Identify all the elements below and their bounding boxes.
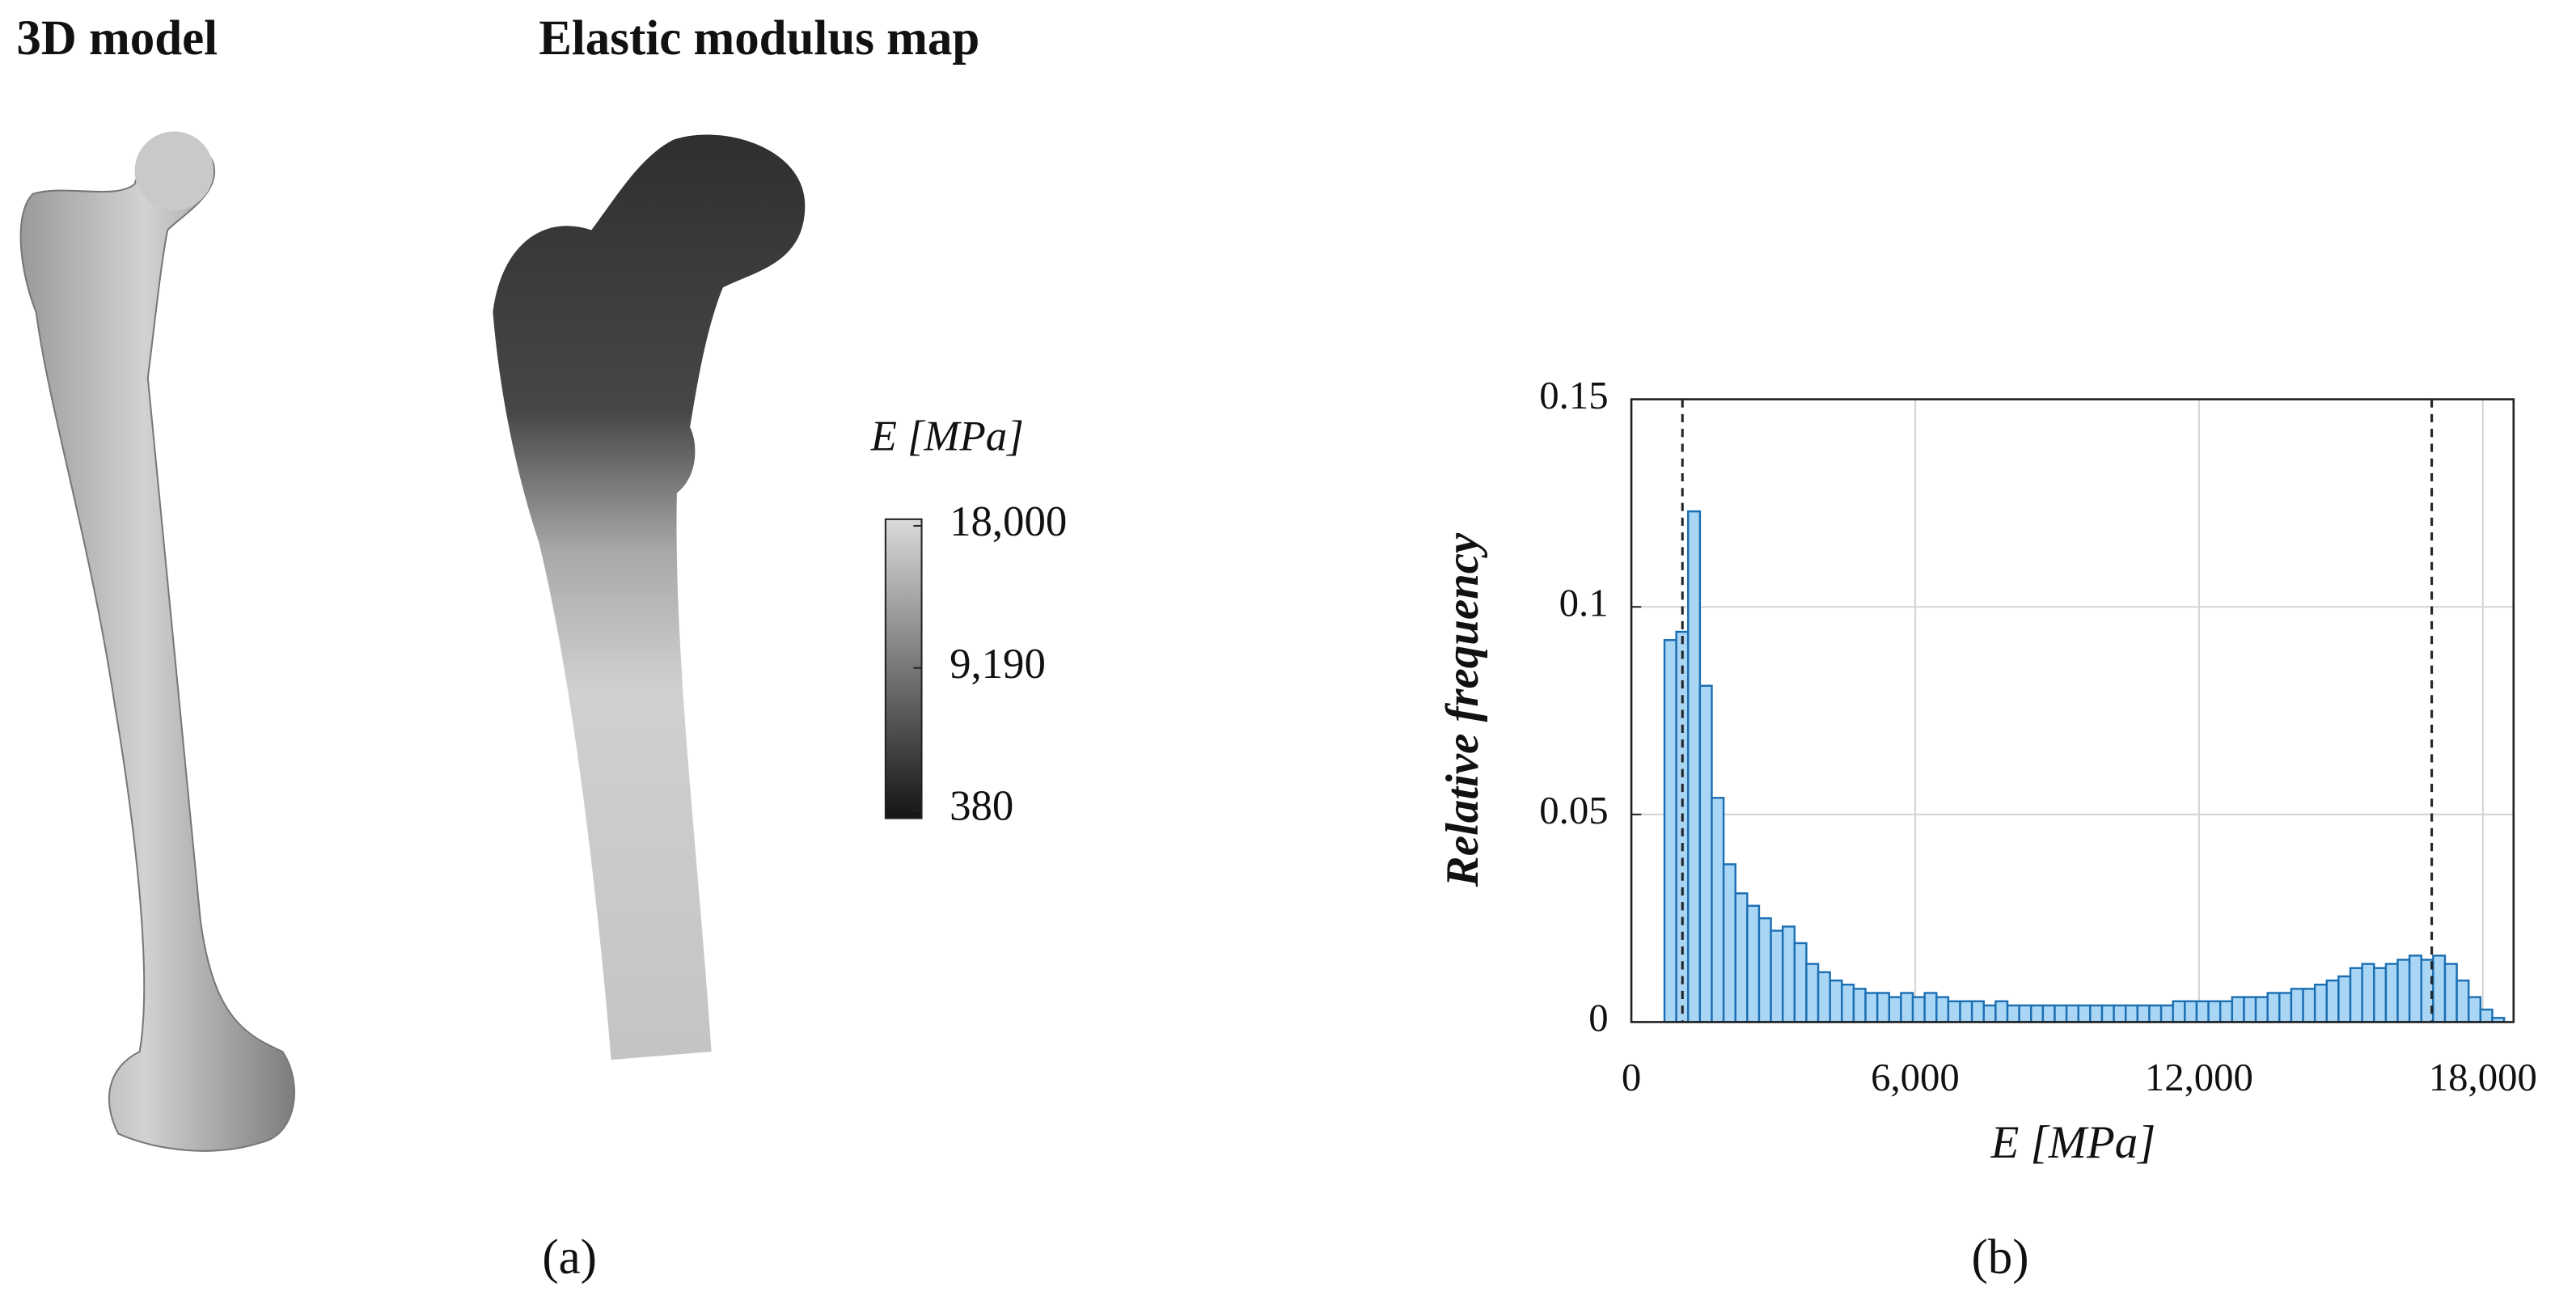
bar	[2030, 1004, 2045, 1023]
bar	[2172, 1000, 2186, 1023]
bar	[1781, 925, 1796, 1023]
bar	[2443, 963, 2458, 1023]
bar	[1947, 1000, 1961, 1023]
plot-frame	[1630, 398, 2515, 1023]
bar	[2396, 959, 2411, 1023]
bar	[2100, 1004, 2115, 1023]
x-tick-label: 18,000	[2429, 1056, 2537, 1099]
bar	[1888, 996, 1902, 1023]
colorbar-tick-label: 380	[950, 783, 1013, 830]
bar	[2290, 988, 2304, 1023]
bar	[2254, 996, 2269, 1023]
y-tick-label: 0.1	[1559, 581, 1609, 624]
bar	[2468, 996, 2482, 1023]
panel-label: (b)	[1972, 1230, 2029, 1285]
bar	[1663, 639, 1677, 1023]
bar	[1734, 892, 1749, 1023]
bar	[1841, 984, 1855, 1023]
bar	[1770, 929, 1784, 1023]
bar	[2313, 984, 2329, 1023]
bar	[1829, 979, 1843, 1023]
bar	[2195, 1000, 2210, 1023]
bar	[2018, 1004, 2032, 1023]
y-tick-label: 0	[1588, 997, 1608, 1040]
bar	[1722, 863, 1736, 1023]
y-tick-label: 0.15	[1539, 374, 1608, 417]
bar	[2408, 955, 2422, 1023]
bar	[1746, 904, 1761, 1023]
bar	[2136, 1004, 2151, 1023]
panel-label: (a)	[542, 1230, 597, 1285]
bar	[1970, 1000, 1985, 1023]
bar	[2077, 1004, 2092, 1023]
bar	[2325, 979, 2340, 1023]
bar	[1817, 971, 1831, 1023]
bar	[1911, 996, 1926, 1023]
bar	[2278, 992, 2293, 1023]
panel-title: 3D model	[16, 11, 218, 66]
x-tick-label: 12,000	[2145, 1056, 2253, 1099]
bar	[1994, 1000, 2009, 1023]
x-tick-label: 6,000	[1871, 1056, 1960, 1099]
bar	[1711, 797, 1725, 1023]
bar	[1686, 510, 1702, 1023]
femur-modulus-map	[493, 134, 806, 1061]
bar	[2159, 1004, 2174, 1023]
bar	[2384, 963, 2399, 1023]
x-tick-label: 0	[1622, 1056, 1641, 1099]
bar	[2089, 1004, 2104, 1023]
bar	[2455, 979, 2470, 1023]
bar	[1758, 917, 1772, 1023]
bar	[2243, 996, 2257, 1023]
bar	[2302, 988, 2316, 1023]
bar	[2231, 996, 2245, 1023]
bar	[1876, 992, 1891, 1023]
bar	[2054, 1004, 2068, 1023]
bar	[1864, 992, 1879, 1023]
bar	[1923, 992, 1938, 1023]
bar	[2349, 967, 2363, 1023]
bar	[2361, 963, 2375, 1023]
bar	[1959, 1000, 1973, 1023]
bar	[2479, 1008, 2494, 1023]
colorbar-tick-label: 9,190	[950, 641, 1046, 688]
bar	[1900, 992, 1914, 1023]
bar	[2373, 967, 2388, 1023]
bar	[2125, 1004, 2139, 1023]
bar	[1852, 988, 1867, 1023]
x-axis-label: E [MPa]	[1990, 1117, 2156, 1168]
bar	[2065, 1004, 2079, 1023]
bar	[2041, 1004, 2056, 1023]
bar	[1793, 942, 1808, 1023]
colorbar-label: E [MPa]	[870, 413, 1024, 460]
colorbar-tick-label: 18,000	[950, 498, 1067, 545]
panel-title: Elastic modulus map	[539, 11, 979, 66]
bar	[2337, 975, 2352, 1023]
bar	[2266, 992, 2281, 1023]
y-axis-label: Relative frequency	[1437, 532, 1488, 887]
y-tick-label: 0.05	[1539, 789, 1608, 832]
bar	[1982, 1004, 1997, 1023]
bar	[1935, 996, 1950, 1023]
bar	[2207, 1000, 2222, 1023]
bar	[2006, 1004, 2020, 1023]
bar	[2432, 955, 2447, 1023]
bar	[2113, 1004, 2127, 1023]
bar	[1805, 963, 1820, 1023]
bar	[1698, 684, 1713, 1023]
bar	[2148, 1004, 2163, 1023]
bar	[2184, 1000, 2198, 1023]
bar	[2219, 1000, 2234, 1023]
femur-model	[19, 131, 295, 1152]
